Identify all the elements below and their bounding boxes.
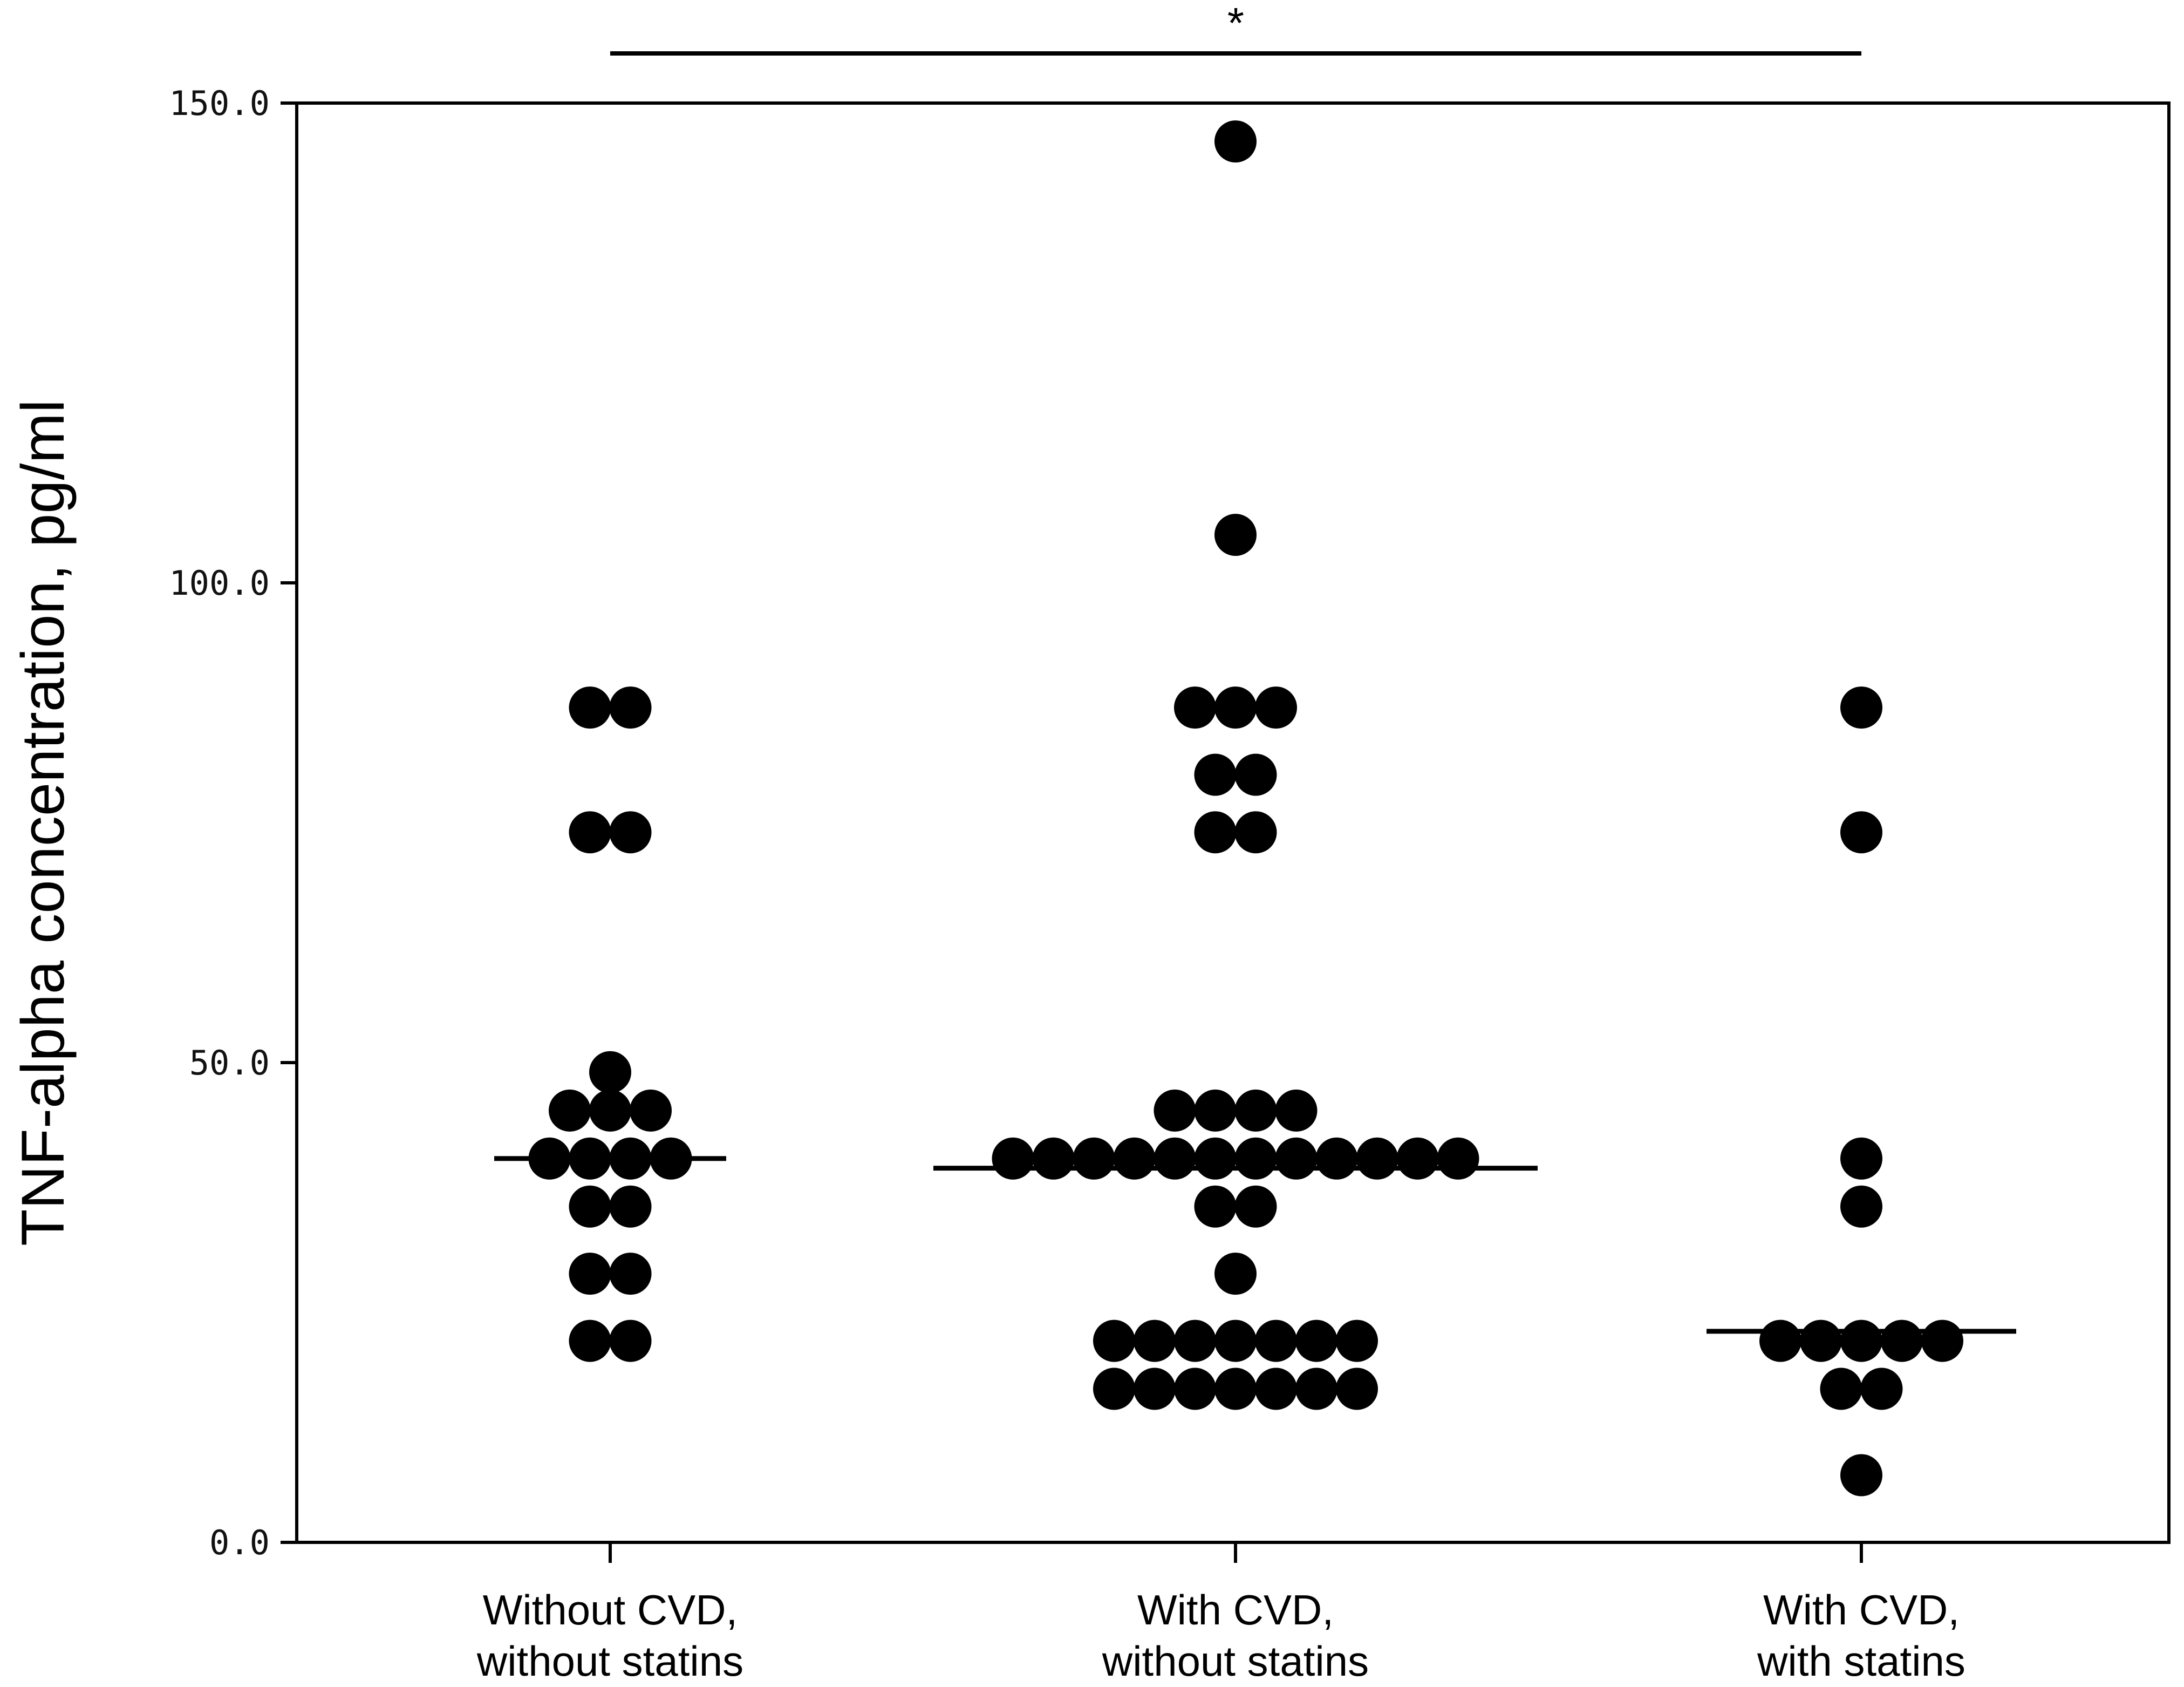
data-point [1234,1089,1277,1132]
y-tick-label: 50.0 [189,1043,270,1083]
data-point [1134,1319,1176,1362]
data-point [569,1137,611,1180]
data-point [1154,1089,1196,1132]
data-point [1234,753,1277,796]
data-point [1214,120,1257,163]
data-point [1437,1137,1479,1180]
x-tick-label: Without CVD, [483,1586,738,1634]
data-point [1295,1319,1337,1362]
plot-frame [295,101,2171,1544]
data-point [1295,1368,1337,1410]
data-point [1194,1185,1237,1228]
data-point [650,1137,692,1180]
data-point [1336,1319,1378,1362]
data-point [1093,1319,1135,1362]
significance-asterisk: * [1227,0,1244,47]
y-axis-title: TNF-alpha concentration, pg/ml [9,399,77,1246]
x-tick-label: without statins [476,1637,743,1685]
data-point [1840,1137,1882,1180]
data-point [1759,1319,1801,1362]
data-point [1174,686,1216,729]
data-point [1194,1089,1237,1132]
y-tick-label: 100.0 [169,563,270,603]
data-point [609,1137,652,1180]
data-points [528,120,1963,1496]
data-point [1275,1089,1318,1132]
data-point [1194,753,1237,796]
data-point [1336,1368,1378,1410]
data-point [589,1051,631,1093]
data-point [1840,1185,1882,1228]
data-point [609,1253,652,1295]
data-point [569,1319,611,1362]
data-point [992,1137,1034,1180]
x-tick-label: with statins [1757,1637,1965,1685]
data-point [1234,1185,1277,1228]
data-point [1073,1137,1115,1180]
data-point [1214,1253,1257,1295]
data-point [609,1319,652,1362]
data-point [609,1185,652,1228]
data-point [589,1089,631,1132]
data-point [1214,1368,1257,1410]
data-point [1275,1137,1318,1180]
data-point [630,1089,672,1132]
data-point [1396,1137,1439,1180]
data-point [1113,1137,1156,1180]
data-point [1194,811,1237,854]
data-point [1315,1137,1358,1180]
data-point [609,811,652,854]
data-point [1234,811,1277,854]
data-point [528,1137,571,1180]
data-point [569,686,611,729]
data-point [1356,1137,1398,1180]
data-point [1234,1137,1277,1180]
data-point [1032,1137,1075,1180]
data-point [1840,686,1882,729]
y-tick-label: 0.0 [209,1523,270,1562]
data-point [1255,1368,1297,1410]
data-point [609,686,652,729]
data-point [1921,1319,1963,1362]
y-tick-label: 150.0 [169,84,270,123]
data-point [569,1185,611,1228]
data-point [1174,1368,1216,1410]
data-point [1255,686,1297,729]
data-point [549,1089,591,1132]
x-tick-label: With CVD, [1763,1586,1960,1634]
data-point [1800,1319,1842,1362]
data-point [1820,1368,1862,1410]
x-tick-label: With CVD, [1137,1586,1334,1634]
data-point [1194,1137,1237,1180]
data-point [1214,1319,1257,1362]
data-point [1093,1368,1135,1410]
data-point [1840,811,1882,854]
data-point [1154,1137,1196,1180]
data-point [1174,1319,1216,1362]
data-point [1881,1319,1923,1362]
data-point [1214,686,1257,729]
data-point [569,1253,611,1295]
data-point [1214,514,1257,556]
data-point [1840,1454,1882,1496]
data-point [1840,1319,1882,1362]
median-lines [494,1156,2016,1334]
significance-annotation: * [610,0,1861,56]
x-tick-label: without statins [1102,1637,1369,1685]
data-point [569,811,611,854]
data-point [1255,1319,1297,1362]
data-point [1860,1368,1903,1410]
data-point [1134,1368,1176,1410]
axes [281,101,2171,1563]
